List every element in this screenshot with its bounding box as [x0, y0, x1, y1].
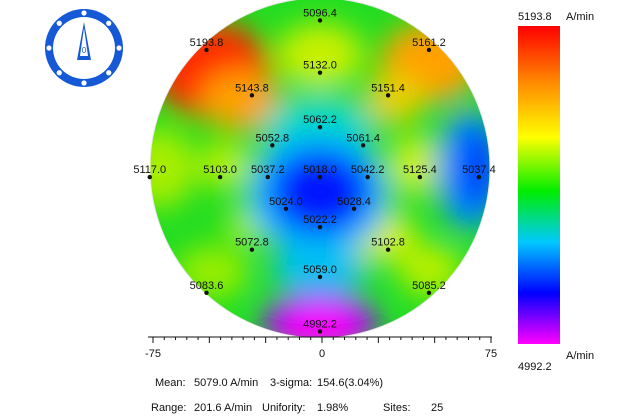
compass-ring-dot — [56, 20, 62, 26]
site-value-label: 5028.4 — [337, 196, 371, 208]
site-value-label: 5061.4 — [346, 132, 380, 144]
site-value-label: 5024.0 — [269, 196, 303, 208]
wafer-sites: 5096.4 5193.8 5161.2 5132.0 5143.8 5151.4 5062… — [133, 7, 496, 334]
site-point[interactable] — [317, 274, 323, 280]
site-value-label: 5072.8 — [235, 237, 269, 249]
site-value-label: 5103.0 — [203, 164, 237, 176]
site-point[interactable] — [249, 93, 255, 98]
mean-value: 5079.0 A/min — [194, 377, 259, 389]
range-label: Range: — [151, 402, 187, 414]
site-point[interactable] — [426, 290, 432, 296]
site-point[interactable] — [385, 93, 391, 98]
site-point[interactable] — [283, 206, 289, 212]
site-value-label: 5062.2 — [303, 114, 337, 126]
site-value-label: 5022.2 — [303, 214, 337, 226]
compass-ring-dot — [81, 80, 87, 86]
site-point[interactable] — [204, 290, 209, 296]
uniformity-label: Unifority: — [262, 402, 306, 414]
color-bar-gradient — [518, 26, 560, 344]
site-value-label: 5085.2 — [412, 280, 446, 292]
sites-value: 25 — [431, 402, 444, 414]
compass-ring-dot — [46, 45, 52, 51]
x-tick-label-max: 75 — [485, 348, 497, 360]
site-value-label: 5096.4 — [303, 7, 337, 19]
range-value: 201.6 A/min — [194, 402, 253, 414]
site-point[interactable] — [365, 174, 370, 180]
site-value-label: 5018.0 — [303, 164, 337, 176]
wafer-outline — [149, 0, 491, 339]
color-bar-unit-top: A/min — [566, 11, 594, 23]
site-point[interactable] — [317, 224, 323, 230]
compass-ring-dot — [106, 20, 112, 26]
compass-ring-dot — [106, 70, 112, 76]
site-point[interactable] — [317, 329, 323, 334]
compass-ring-dot — [116, 45, 122, 51]
color-bar-min: 4992.2 — [518, 361, 552, 373]
compass-label: 0 — [82, 46, 87, 55]
color-bar-max: 5193.8 — [518, 11, 552, 23]
site-point[interactable] — [426, 47, 432, 53]
site-value-label: 5052.8 — [256, 132, 290, 144]
sites-label: Sites: — [383, 402, 411, 414]
site-value-label: 5059.0 — [303, 264, 337, 276]
color-bar-unit-bottom: A/min — [566, 350, 594, 362]
compass-icon[interactable]: 0 — [45, 9, 123, 87]
mean-label: Mean: — [155, 377, 186, 389]
site-point[interactable] — [317, 124, 323, 130]
site-value-label: 5161.2 — [412, 37, 446, 49]
site-value-label: 5117.0 — [133, 164, 166, 176]
site-point[interactable] — [317, 174, 323, 180]
site-value-label: 5102.8 — [371, 237, 405, 249]
site-point[interactable] — [265, 174, 270, 180]
compass-ring-dot — [81, 10, 87, 16]
x-tick-label-min: -75 — [145, 348, 161, 360]
stats-panel: Mean: 5079.0 A/min 3-sigma: 154.6(3.04%)… — [0, 372, 640, 420]
site-point[interactable] — [147, 174, 152, 180]
site-point[interactable] — [360, 143, 366, 148]
site-point[interactable] — [351, 206, 357, 212]
site-point[interactable] — [385, 247, 391, 252]
uniformity-value: 1.98% — [317, 402, 349, 414]
sigma-value: 154.6(3.04%) — [317, 377, 384, 389]
site-point[interactable] — [270, 143, 275, 148]
site-point[interactable] — [249, 247, 255, 252]
site-point[interactable] — [317, 70, 323, 75]
color-bar: 5193.8 A/min A/min 4992.2 — [518, 11, 594, 373]
site-value-label: 5132.0 — [303, 60, 337, 72]
compass-ring-dot — [56, 70, 62, 76]
site-point[interactable] — [204, 47, 209, 53]
site-point[interactable] — [476, 174, 482, 180]
x-tick-label-zero: 0 — [319, 348, 325, 360]
site-value-label: 5143.8 — [235, 82, 269, 94]
site-value-label: 5125.4 — [403, 164, 437, 176]
site-value-label: 5083.6 — [190, 280, 224, 292]
site-point[interactable] — [317, 18, 323, 23]
site-value-label: 5037.2 — [251, 164, 285, 176]
site-value-label: 4992.2 — [303, 318, 337, 330]
sigma-label: 3-sigma: — [270, 377, 313, 389]
x-axis: -75 0 75 — [145, 336, 497, 360]
site-value-label: 5042.2 — [351, 164, 385, 176]
site-point[interactable] — [217, 174, 223, 180]
site-value-label: 5037.4 — [462, 164, 496, 176]
site-value-label: 5151.4 — [371, 82, 405, 94]
site-value-label: 5193.8 — [190, 37, 224, 49]
site-point[interactable] — [417, 174, 423, 180]
